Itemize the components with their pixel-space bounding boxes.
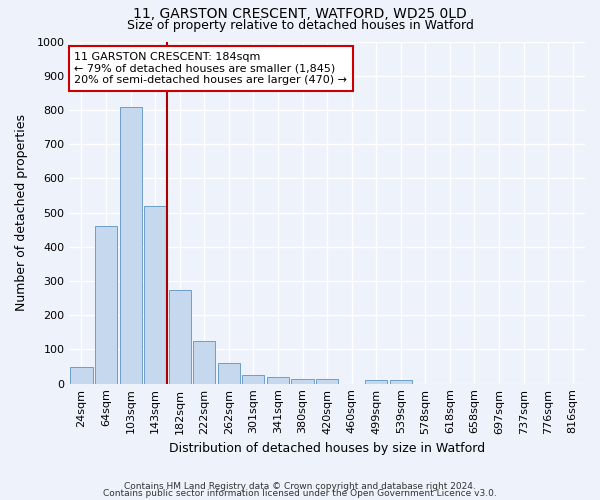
Bar xyxy=(365,380,387,384)
Text: Contains public sector information licensed under the Open Government Licence v3: Contains public sector information licen… xyxy=(103,489,497,498)
Bar xyxy=(169,290,191,384)
Text: Size of property relative to detached houses in Watford: Size of property relative to detached ho… xyxy=(127,18,473,32)
Bar xyxy=(267,377,289,384)
Bar xyxy=(119,106,142,384)
Bar xyxy=(390,380,412,384)
Bar xyxy=(144,206,166,384)
Bar xyxy=(316,378,338,384)
Text: Contains HM Land Registry data © Crown copyright and database right 2024.: Contains HM Land Registry data © Crown c… xyxy=(124,482,476,491)
Y-axis label: Number of detached properties: Number of detached properties xyxy=(15,114,28,311)
Bar xyxy=(70,366,92,384)
Text: 11, GARSTON CRESCENT, WATFORD, WD25 0LD: 11, GARSTON CRESCENT, WATFORD, WD25 0LD xyxy=(133,8,467,22)
X-axis label: Distribution of detached houses by size in Watford: Distribution of detached houses by size … xyxy=(169,442,485,455)
Bar xyxy=(193,341,215,384)
Bar xyxy=(95,226,117,384)
Bar xyxy=(242,375,265,384)
Text: 11 GARSTON CRESCENT: 184sqm
← 79% of detached houses are smaller (1,845)
20% of : 11 GARSTON CRESCENT: 184sqm ← 79% of det… xyxy=(74,52,347,85)
Bar xyxy=(292,378,314,384)
Bar xyxy=(218,363,240,384)
